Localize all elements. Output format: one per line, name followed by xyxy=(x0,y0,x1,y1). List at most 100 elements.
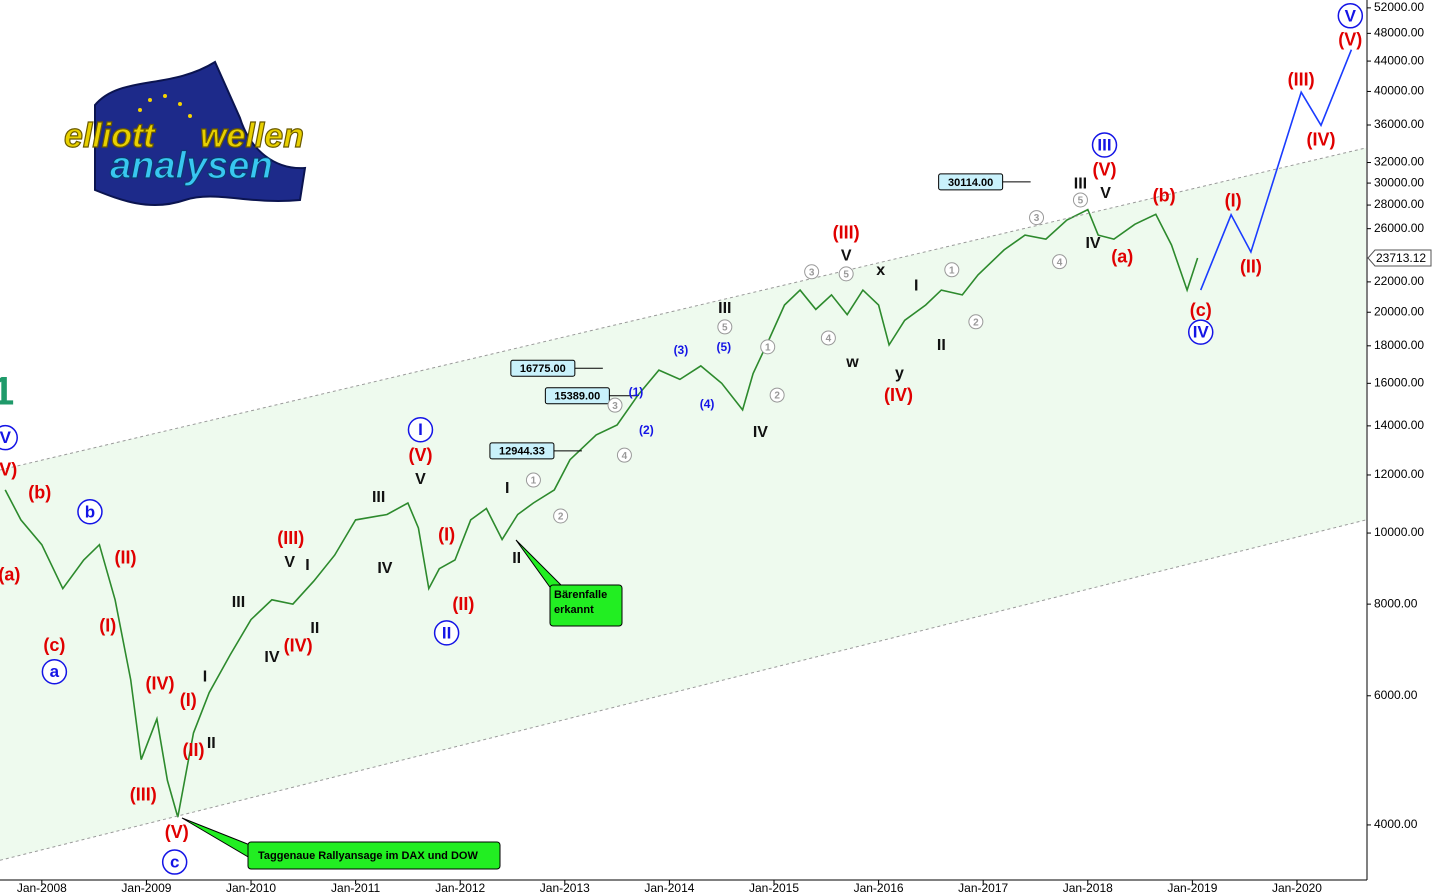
wave-circle xyxy=(760,339,776,355)
wave-label: 5 xyxy=(1078,196,1084,207)
wave-label: (a) xyxy=(1111,247,1133,267)
wave-label: (IV) xyxy=(284,636,313,656)
y-tick-label: 44000.00 xyxy=(1374,53,1424,67)
wave-label: 3 xyxy=(809,267,815,278)
wave-label: IV xyxy=(1193,323,1210,342)
x-tick-label: Jan-2017 xyxy=(958,881,1008,895)
wave-label: III xyxy=(232,594,245,611)
y-tick-label: 30000.00 xyxy=(1374,175,1424,189)
logo: elliott wellen analysen xyxy=(63,60,307,207)
wave-circle xyxy=(968,314,984,330)
callout-box xyxy=(247,841,501,870)
wave-label: (1) xyxy=(629,385,644,399)
wave-label: 1 xyxy=(949,265,955,276)
wave-label: III xyxy=(1074,175,1087,192)
x-tick-label: Jan-2020 xyxy=(1272,881,1322,895)
logo-text: analysen xyxy=(110,145,273,187)
wave-label: w xyxy=(845,354,859,371)
wave-label: III xyxy=(718,300,731,317)
wave-label: 3 xyxy=(1034,213,1040,224)
wave-label: y xyxy=(895,365,904,382)
price-box xyxy=(938,173,1004,191)
wave-label: (IV) xyxy=(1307,130,1336,150)
wave-circle xyxy=(1072,192,1088,208)
wave-label: (3) xyxy=(674,343,689,357)
wave-label: (III) xyxy=(130,784,157,804)
wave-circle xyxy=(944,262,960,278)
wave-label: IV xyxy=(1085,235,1100,252)
wave-label: II xyxy=(310,620,319,637)
wave-label: V xyxy=(1100,185,1111,202)
wave-label: I xyxy=(914,277,918,294)
x-tick-label: Jan-2014 xyxy=(644,881,694,895)
price-box-label: 30114.00 xyxy=(948,177,993,189)
wave-label: (b) xyxy=(1153,186,1176,206)
wave-label: (c) xyxy=(43,635,65,655)
wave-label: II xyxy=(937,337,946,354)
wave-circle xyxy=(77,499,103,525)
wave-circle xyxy=(1029,210,1045,226)
wave-label: I xyxy=(203,668,207,685)
wave-label: (c) xyxy=(1190,300,1212,320)
wave-label: II xyxy=(512,550,521,567)
wave-circle xyxy=(607,397,623,413)
wave-label: (a) xyxy=(0,565,20,585)
price-line xyxy=(4,208,1199,818)
callout: Bärenfalle erkannt xyxy=(515,539,623,627)
channel-fill xyxy=(0,147,1366,861)
wave-label: 4 xyxy=(1057,257,1063,268)
wave-label: (II) xyxy=(182,740,204,760)
wave-label: (II) xyxy=(452,594,474,614)
callout-pointer xyxy=(181,817,251,859)
wave-label: (4) xyxy=(700,397,715,411)
y-tick-label: 4000.00 xyxy=(1374,817,1418,831)
line-layer xyxy=(0,49,1367,861)
last-price-box xyxy=(1367,249,1432,267)
price-box-label: 16775.00 xyxy=(520,363,566,375)
wave-circle xyxy=(616,447,632,463)
last-price-label: 23713.12 xyxy=(1376,251,1426,265)
callout: Taggenaue Rallyansage im DAX und DOW xyxy=(181,817,501,870)
x-tick-label: Jan-2009 xyxy=(121,881,171,895)
annotation-layer: 30114.00 16775.00 15389.00 12944.33 1 V (V) (b)… xyxy=(0,3,1364,875)
wave-label: IV xyxy=(377,560,392,577)
y-tick-label: 28000.00 xyxy=(1374,197,1424,211)
wave-label: x xyxy=(876,262,885,279)
wave-circle xyxy=(717,319,733,335)
wave-label: 2 xyxy=(558,512,564,523)
wave-circle xyxy=(0,424,18,451)
wave-label: (V) xyxy=(408,445,432,465)
wave-label: I xyxy=(418,420,423,439)
x-tick-label: Jan-2019 xyxy=(1167,881,1217,895)
wave-label: (2) xyxy=(639,423,654,437)
wave-circle xyxy=(1187,319,1214,345)
callout-text: Taggenaue Rallyansage im DAX und DOW xyxy=(258,850,478,862)
wave-circle xyxy=(407,417,434,443)
wave-label: 5 xyxy=(843,270,849,281)
wave-circle xyxy=(41,658,68,685)
wave-label: 1 xyxy=(0,369,14,413)
wave-label: V xyxy=(1345,6,1357,25)
wave-label: 4 xyxy=(826,334,832,345)
price-box-label: 15389.00 xyxy=(554,391,600,403)
x-tick-label: Jan-2012 xyxy=(435,881,485,895)
wave-label: 3 xyxy=(612,401,618,412)
y-tick-label: 32000.00 xyxy=(1374,155,1424,169)
x-tick-label: Jan-2015 xyxy=(749,881,799,895)
y-tick-label: 36000.00 xyxy=(1374,117,1424,131)
wave-label: (V) xyxy=(0,460,17,480)
wave-label: (II) xyxy=(1240,257,1262,277)
wave-label: 2 xyxy=(774,391,780,402)
wave-label: I xyxy=(505,480,509,497)
wave-label: II xyxy=(442,623,451,642)
wave-label: (b) xyxy=(28,482,51,502)
wave-circle xyxy=(1337,3,1364,29)
wave-label: II xyxy=(207,735,216,752)
wave-circle xyxy=(1091,132,1118,158)
wave-label: (II) xyxy=(115,548,137,568)
x-tick-label: Jan-2016 xyxy=(854,881,904,895)
wave-label: (III) xyxy=(277,528,304,548)
wave-label: a xyxy=(50,662,60,681)
